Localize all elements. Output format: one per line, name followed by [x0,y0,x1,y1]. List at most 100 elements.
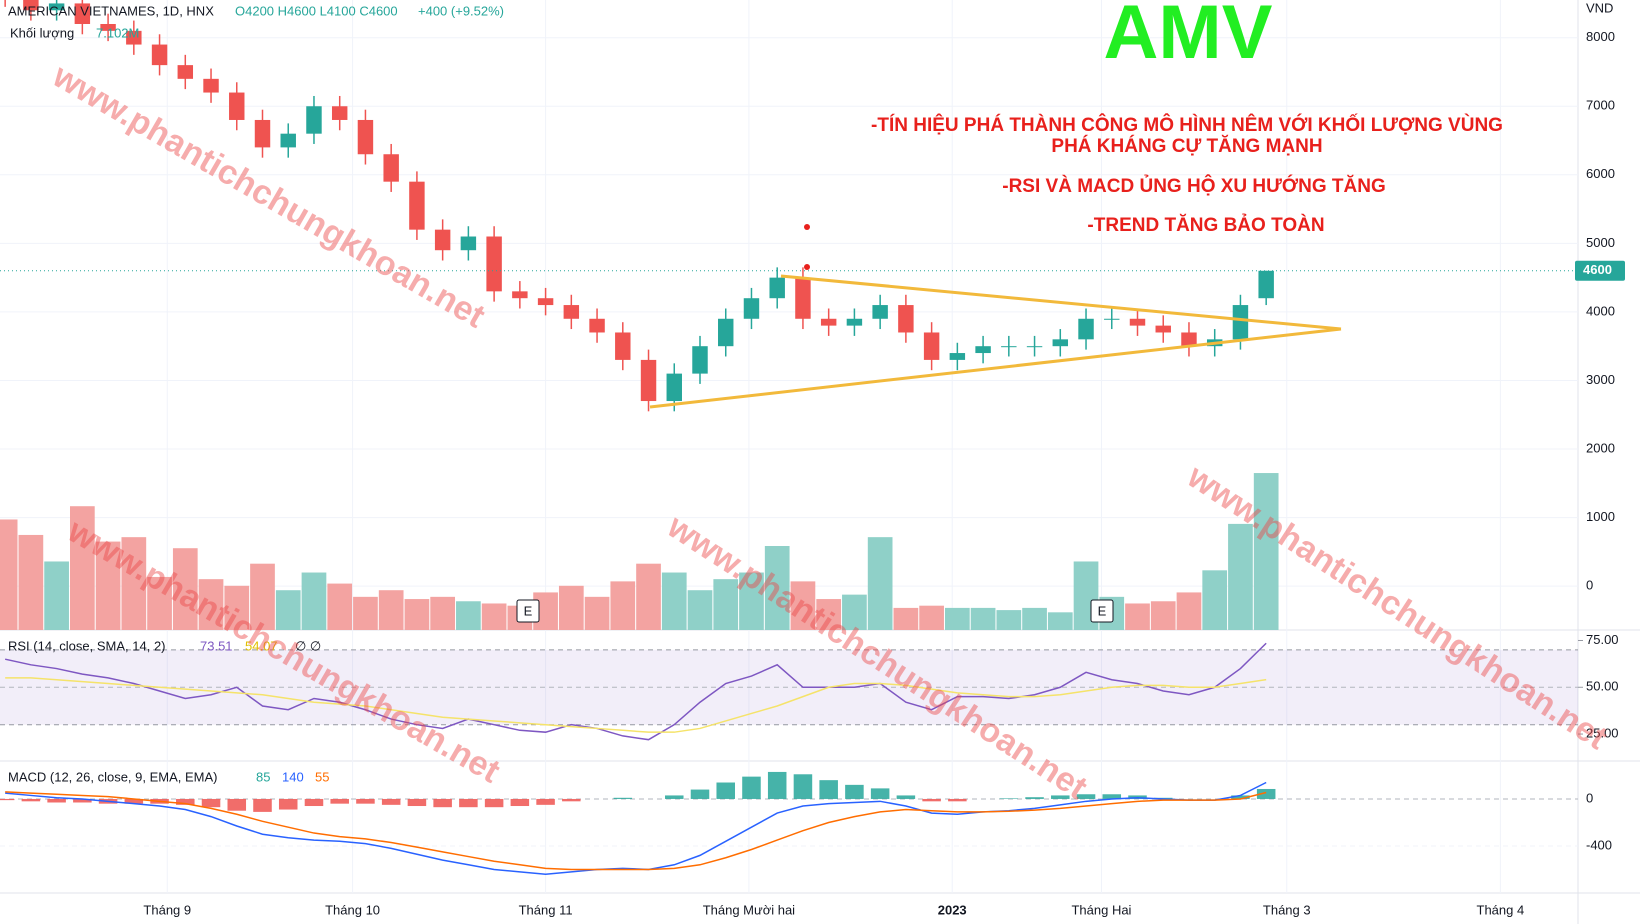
histogram-bar [999,798,1019,799]
candle-body [975,346,991,354]
x-tick-label: 2023 [938,902,967,917]
histogram-bar [510,798,530,807]
volume-bar [764,546,790,630]
histogram-bar [201,798,221,808]
macd-line [5,791,1267,871]
earnings-label: E [524,603,533,618]
x-tick-label: Tháng 11 [519,902,573,917]
candle-body [460,236,477,251]
volume-bar [893,607,919,630]
volume-bar [816,599,842,630]
histogram-bar [767,771,787,799]
candle-body [100,23,116,31]
volume-legend: 7.102M [96,25,139,40]
volume-bar [610,581,636,630]
note: PHÁ KHÁNG CỰ TĂNG MẠNH [1051,135,1322,157]
note: -RSI VÀ MACD ỦNG HỘ XU HƯỚNG TĂNG [1002,175,1385,197]
histogram-bar [73,798,92,803]
candle-body [434,229,451,251]
histogram-bar [690,789,710,799]
histogram-bar [742,776,761,799]
candle-body [254,119,271,148]
volume-bar [18,534,44,630]
earnings-badge[interactable]: E [516,599,540,623]
candle-body [280,133,296,148]
rsi-line [5,677,1267,733]
histogram-bar [948,798,967,802]
volume-bar [1022,607,1047,630]
y-tick-label: 2000 [1586,440,1615,455]
indicator-title: RSI (14, close, SMA, 14, 2) [8,638,166,653]
histogram-bar [613,797,633,799]
candle-body [229,92,245,120]
y-tick-label: 50.00 [1586,679,1619,694]
candle-body [357,119,374,155]
rsi-sma-value: 54.07 [245,638,278,653]
y-tick-label: 3000 [1586,372,1615,387]
volume-bar [558,585,584,630]
volume-bar [44,561,69,630]
candle-body [537,298,554,306]
histogram-bar [870,788,890,799]
candle-body [126,30,142,45]
candle-body [898,305,914,333]
earnings-badge[interactable]: E [1090,599,1114,623]
candle-body [486,236,502,292]
histogram-bar [484,798,504,808]
volume-bar [1176,592,1202,630]
note: -TREND TĂNG BẢO TOÀN [1087,214,1324,236]
volume-bar [327,583,353,630]
histogram-bar [459,798,478,808]
histogram-bar [562,798,581,802]
volume-bar [250,563,275,630]
histogram-bar [665,795,684,799]
rsi-extra: ∅ ∅ [295,638,321,653]
volume-bar [198,579,224,630]
symbol-title: AMERICAN VIETNAMES, 1D, HNX [8,3,214,18]
candle-body [1001,346,1017,348]
x-tick-label: Tháng Hai [1071,902,1131,917]
candle-body [666,373,682,402]
histogram-bar [21,798,41,802]
histogram-bar [227,798,247,811]
candle-body [615,332,631,360]
candle-body [409,181,425,230]
candle-body [74,3,91,24]
histogram-bar [716,782,735,799]
y-tick-label: 75.00 [1586,632,1619,647]
volume-bar [584,596,610,630]
volume-bar [713,579,739,630]
histogram-bar [536,798,555,805]
candle-body [923,332,940,360]
volume-bar [404,599,430,630]
wedge-drawing [649,224,1342,409]
candle-body [1258,270,1274,299]
candle-body [1232,305,1249,340]
volume-bar [790,581,816,630]
volume-bar [867,537,893,630]
earnings-label: E [1098,603,1107,618]
histogram-bar [278,798,298,810]
volume-bar [275,590,301,630]
y-tick-label: 1000 [1586,509,1615,524]
volume-bar [945,607,970,630]
x-tick-label: Tháng 9 [143,902,191,917]
histogram-bar [793,774,813,799]
candle-body [1129,318,1146,326]
histogram-bar [0,798,15,801]
histogram-bar [1076,794,1096,799]
volume-bar [456,601,481,630]
histogram-bar [1231,795,1250,799]
note: -TÍN HIỆU PHÁ THÀNH CÔNG MÔ HÌNH NÊM VỚI… [871,114,1503,136]
y-tick-label: 8000 [1586,29,1615,44]
histogram-bar [845,784,864,799]
histogram-bar [253,798,272,812]
candle-body [1078,318,1094,340]
candle-body [512,291,528,299]
candle-body [872,305,888,319]
histogram-bar [1102,794,1122,799]
candle-body [23,0,39,11]
volume-bar [0,519,18,630]
candle-body [563,305,580,319]
signal-value: 55 [315,769,329,784]
